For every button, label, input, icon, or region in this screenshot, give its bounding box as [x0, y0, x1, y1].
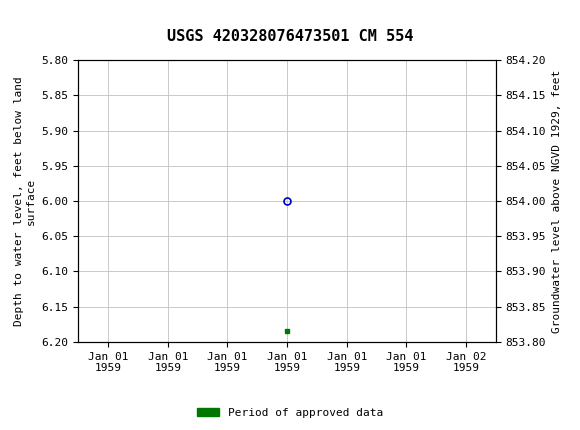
Legend: Period of approved data: Period of approved data	[193, 403, 387, 422]
Bar	[5, 5, 52, 28]
Text: USGS: USGS	[55, 7, 99, 25]
Text: USGS 420328076473501 CM 554: USGS 420328076473501 CM 554	[167, 29, 413, 44]
Y-axis label: Groundwater level above NGVD 1929, feet: Groundwater level above NGVD 1929, feet	[552, 69, 561, 333]
Y-axis label: Depth to water level, feet below land
surface: Depth to water level, feet below land su…	[14, 76, 36, 326]
